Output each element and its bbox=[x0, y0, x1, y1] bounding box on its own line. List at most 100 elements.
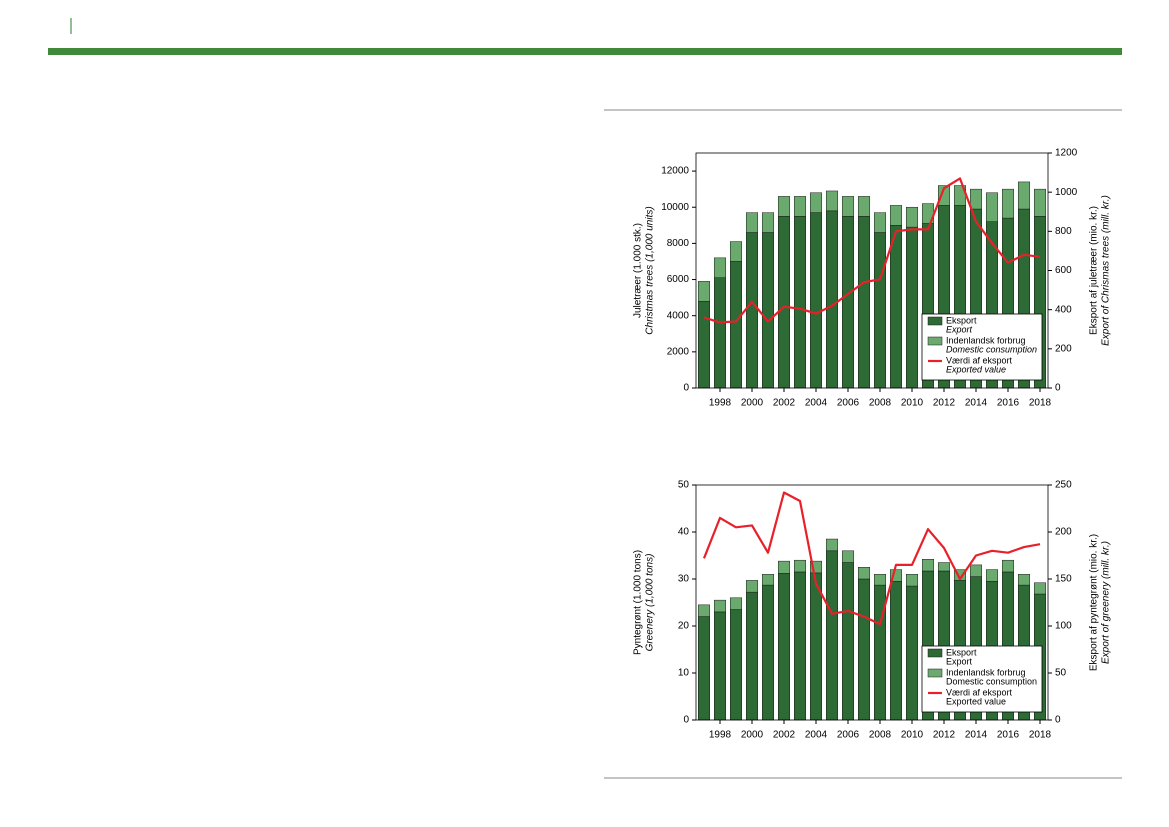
bar bbox=[713, 277, 727, 389]
axis-title: Juletræer (1.000 stk.) bbox=[633, 223, 644, 318]
bar bbox=[729, 261, 743, 389]
bar bbox=[745, 232, 759, 389]
bar bbox=[761, 232, 775, 389]
bar bbox=[969, 188, 983, 210]
bar bbox=[761, 574, 775, 586]
legend-swatch bbox=[927, 316, 943, 326]
x-tick-label: 2000 bbox=[741, 730, 764, 741]
x-tick-label: 2018 bbox=[1029, 730, 1052, 741]
header-bar bbox=[48, 48, 1122, 55]
y-tick-label: 10000 bbox=[661, 202, 689, 213]
legend-label: Værdi af eksport bbox=[946, 687, 1013, 697]
y2-tick-label: 50 bbox=[1055, 668, 1067, 679]
axis-title: Export of greenery (mill. kr.) bbox=[1101, 541, 1112, 664]
bar bbox=[761, 212, 775, 233]
x-tick-label: 2016 bbox=[997, 730, 1020, 741]
y2-tick-label: 200 bbox=[1055, 343, 1072, 354]
x-tick-label: 2016 bbox=[997, 398, 1020, 409]
legend-label: Export bbox=[946, 324, 973, 334]
bar bbox=[841, 196, 855, 217]
legend-swatch bbox=[927, 668, 943, 678]
bar bbox=[857, 216, 871, 389]
y-tick-label: 0 bbox=[683, 715, 689, 726]
bar bbox=[793, 571, 807, 721]
bar bbox=[793, 559, 807, 573]
bar bbox=[873, 232, 887, 389]
value-line bbox=[703, 177, 1041, 324]
y-tick-label: 50 bbox=[678, 480, 690, 491]
bar bbox=[841, 550, 855, 563]
y2-tick-label: 100 bbox=[1055, 621, 1072, 632]
bar bbox=[1017, 181, 1031, 210]
bar bbox=[889, 569, 903, 582]
bar bbox=[745, 212, 759, 233]
y2-tick-label: 150 bbox=[1055, 574, 1072, 585]
x-tick-label: 2010 bbox=[901, 730, 924, 741]
x-tick-label: 2014 bbox=[965, 398, 988, 409]
bar bbox=[905, 226, 919, 389]
y-tick-label: 20 bbox=[678, 621, 690, 632]
y2-tick-label: 0 bbox=[1055, 383, 1061, 394]
x-tick-label: 2018 bbox=[1029, 398, 1052, 409]
y-tick-label: 30 bbox=[678, 574, 690, 585]
x-tick-label: 2004 bbox=[805, 730, 828, 741]
bar bbox=[841, 216, 855, 389]
y-tick-label: 2000 bbox=[667, 346, 690, 357]
bar bbox=[777, 560, 791, 574]
x-tick-label: 2002 bbox=[773, 730, 796, 741]
bar bbox=[985, 192, 999, 222]
bar bbox=[857, 578, 871, 721]
bar bbox=[937, 562, 951, 572]
y-tick-label: 10 bbox=[678, 668, 690, 679]
x-tick-label: 2012 bbox=[933, 730, 956, 741]
bar bbox=[729, 241, 743, 262]
bar bbox=[1033, 188, 1047, 217]
legend-label: Exported value bbox=[946, 364, 1006, 374]
legend-label: Eksport bbox=[946, 647, 977, 657]
bar bbox=[825, 550, 839, 721]
bar bbox=[1033, 582, 1047, 595]
y-tick-label: 0 bbox=[683, 383, 689, 394]
bar bbox=[761, 584, 775, 721]
bar bbox=[729, 609, 743, 721]
legend-label: Eksport bbox=[946, 315, 977, 325]
bar bbox=[777, 216, 791, 389]
bar bbox=[809, 572, 823, 721]
bar bbox=[873, 574, 887, 586]
bar bbox=[713, 257, 727, 278]
bar bbox=[841, 562, 855, 721]
bar bbox=[905, 206, 919, 228]
y-tick-label: 4000 bbox=[667, 310, 690, 321]
bar bbox=[825, 210, 839, 389]
bar bbox=[1001, 188, 1015, 219]
legend-label: Indenlandsk forbrug bbox=[946, 335, 1026, 345]
axis-title: Export of Chrismas trees (mill. kr.) bbox=[1101, 195, 1112, 346]
bar bbox=[777, 196, 791, 217]
y2-tick-label: 250 bbox=[1055, 480, 1072, 491]
y-tick-label: 6000 bbox=[667, 274, 690, 285]
x-tick-label: 2004 bbox=[805, 398, 828, 409]
bar bbox=[809, 212, 823, 389]
bar bbox=[697, 604, 711, 617]
legend-swatch bbox=[927, 336, 943, 346]
x-tick-label: 2012 bbox=[933, 398, 956, 409]
x-tick-label: 2002 bbox=[773, 398, 796, 409]
bar bbox=[873, 212, 887, 233]
bar bbox=[793, 196, 807, 217]
y2-tick-label: 800 bbox=[1055, 226, 1072, 237]
x-tick-label: 1998 bbox=[709, 730, 732, 741]
bar bbox=[697, 281, 711, 302]
legend-label: Indenlandsk forbrug bbox=[946, 667, 1026, 677]
bar bbox=[857, 567, 871, 580]
bar bbox=[713, 599, 727, 613]
legend-label: Værdi af eksport bbox=[946, 355, 1013, 365]
bar bbox=[809, 192, 823, 213]
axis-title: Eksport af pyntegrønt (mio. kr.) bbox=[1089, 534, 1100, 671]
legend-swatch bbox=[927, 648, 943, 658]
bar bbox=[1017, 574, 1031, 586]
bar bbox=[777, 573, 791, 721]
legend-label: Exported value bbox=[946, 696, 1006, 706]
x-tick-label: 2014 bbox=[965, 730, 988, 741]
legend-label: Export bbox=[946, 656, 973, 666]
axis-title: Eksport af juletræer (mio. kr.) bbox=[1089, 206, 1100, 335]
